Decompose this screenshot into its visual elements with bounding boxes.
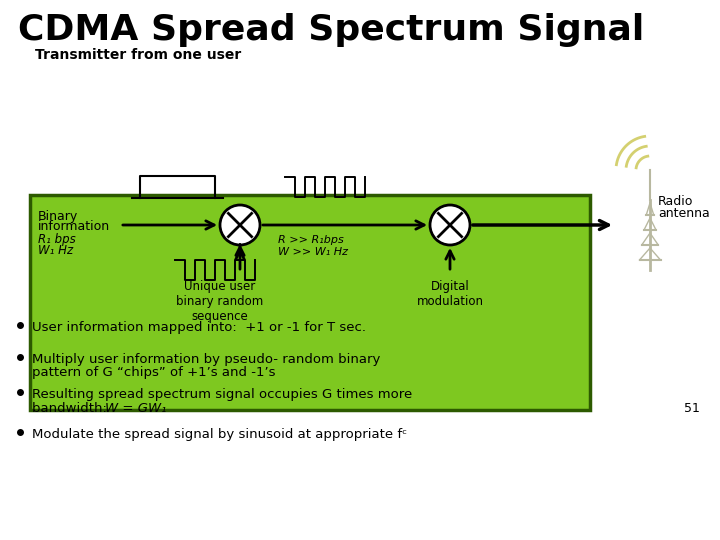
- Text: Unique user
binary random
sequence: Unique user binary random sequence: [176, 280, 264, 323]
- Text: 51: 51: [684, 402, 700, 415]
- Text: pattern of G “chips” of +1’s and -1’s: pattern of G “chips” of +1’s and -1’s: [32, 366, 276, 379]
- Text: Radio: Radio: [658, 195, 693, 208]
- Text: Digital
modulation: Digital modulation: [416, 280, 484, 308]
- Text: Modulate the spread signal by sinusoid at appropriate fᶜ: Modulate the spread signal by sinusoid a…: [32, 428, 407, 441]
- FancyBboxPatch shape: [30, 195, 590, 410]
- Text: Transmitter from one user: Transmitter from one user: [35, 48, 241, 62]
- Text: Resulting spread spectrum signal occupies G times more: Resulting spread spectrum signal occupie…: [32, 388, 413, 401]
- Circle shape: [220, 205, 260, 245]
- Text: R >> R₁bps: R >> R₁bps: [278, 235, 343, 245]
- Text: information: information: [38, 220, 110, 233]
- Text: W >> W₁ Hz: W >> W₁ Hz: [278, 247, 348, 257]
- Text: W = GW₁: W = GW₁: [105, 402, 166, 415]
- Text: Binary: Binary: [38, 210, 78, 223]
- Circle shape: [430, 205, 470, 245]
- Text: W₁ Hz: W₁ Hz: [38, 244, 73, 257]
- Text: antenna: antenna: [658, 207, 710, 220]
- Text: User information mapped into:  +1 or -1 for T sec.: User information mapped into: +1 or -1 f…: [32, 321, 366, 334]
- Text: Multiply user information by pseudo- random binary: Multiply user information by pseudo- ran…: [32, 353, 380, 366]
- Text: CDMA Spread Spectrum Signal: CDMA Spread Spectrum Signal: [18, 13, 644, 47]
- Text: bandwidth:: bandwidth:: [32, 402, 115, 415]
- Text: R₁ bps: R₁ bps: [38, 233, 76, 246]
